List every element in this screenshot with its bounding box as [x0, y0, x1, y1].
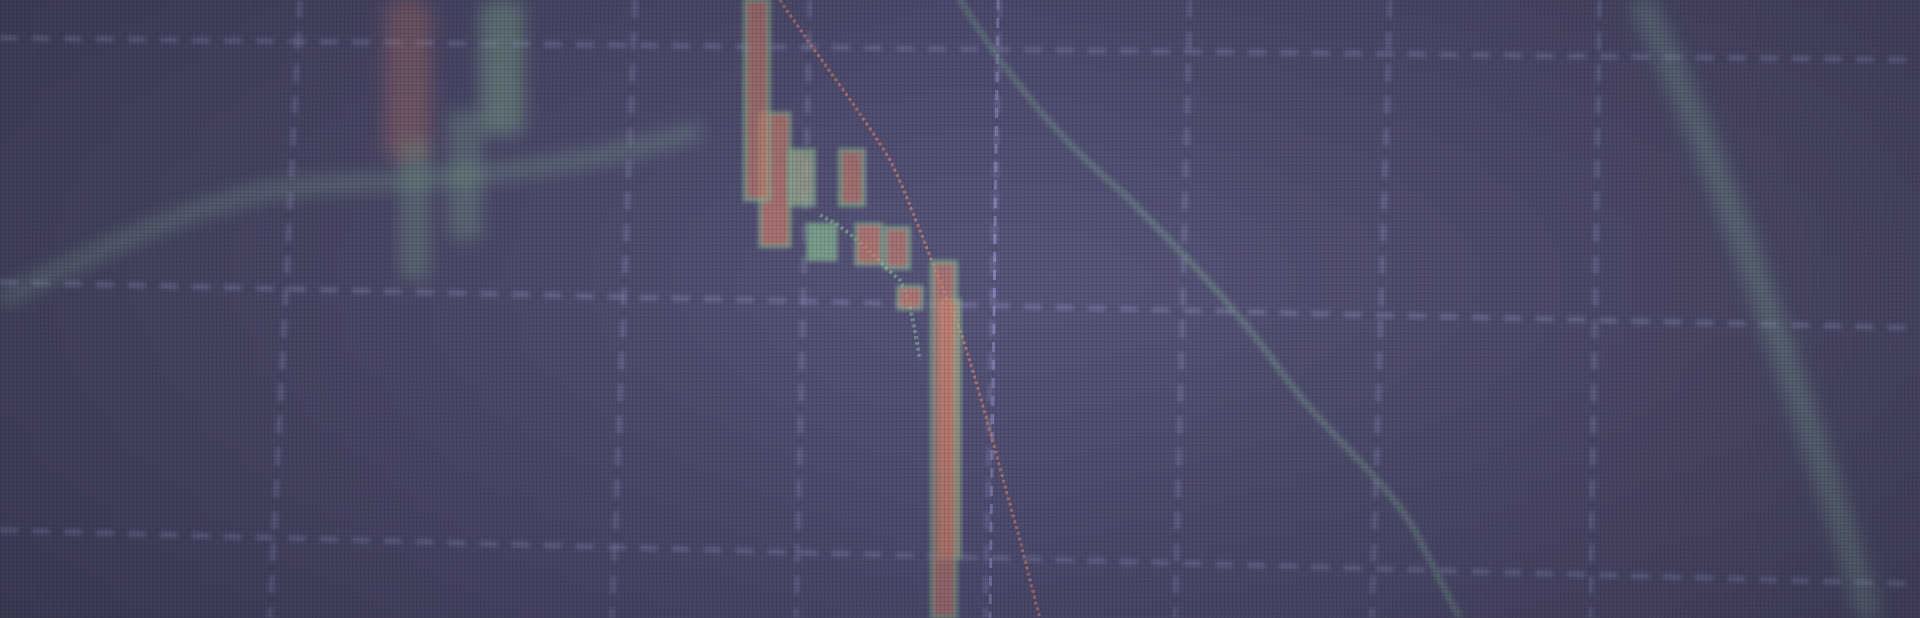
blurred-candle-2 — [448, 110, 482, 240]
candle-small-olive-body — [788, 148, 816, 207]
grid-line-v-5 — [1587, 0, 1603, 618]
candle-body-7 — [896, 285, 924, 311]
grid-line-v-2 — [982, 0, 1003, 618]
candle-small-red-body — [838, 148, 866, 207]
cursor-line — [988, 0, 1000, 618]
grid-line-v-4 — [1369, 0, 1393, 618]
grid-line-v-3 — [1172, 0, 1193, 618]
candle-tiny-red-body — [883, 226, 911, 270]
candle-large-red-body — [743, 0, 771, 202]
grid-line-v-0 — [609, 0, 638, 618]
blurred-candle-3 — [400, 140, 430, 280]
grid-line-v-6 — [267, 0, 303, 618]
grid-line-h-0 — [0, 35, 1920, 63]
candle-plunge-body — [930, 260, 958, 618]
candle-body-5 — [806, 222, 838, 262]
candle-body-6 — [854, 222, 884, 266]
blurred-candle-0 — [385, 0, 431, 160]
blurred-moving-average — [0, 121, 703, 309]
candles — [713, 0, 962, 618]
grid-line-v-1 — [793, 0, 813, 618]
blurred-candle-1 — [480, 0, 524, 135]
blurred-right-curve — [1628, 0, 1883, 618]
